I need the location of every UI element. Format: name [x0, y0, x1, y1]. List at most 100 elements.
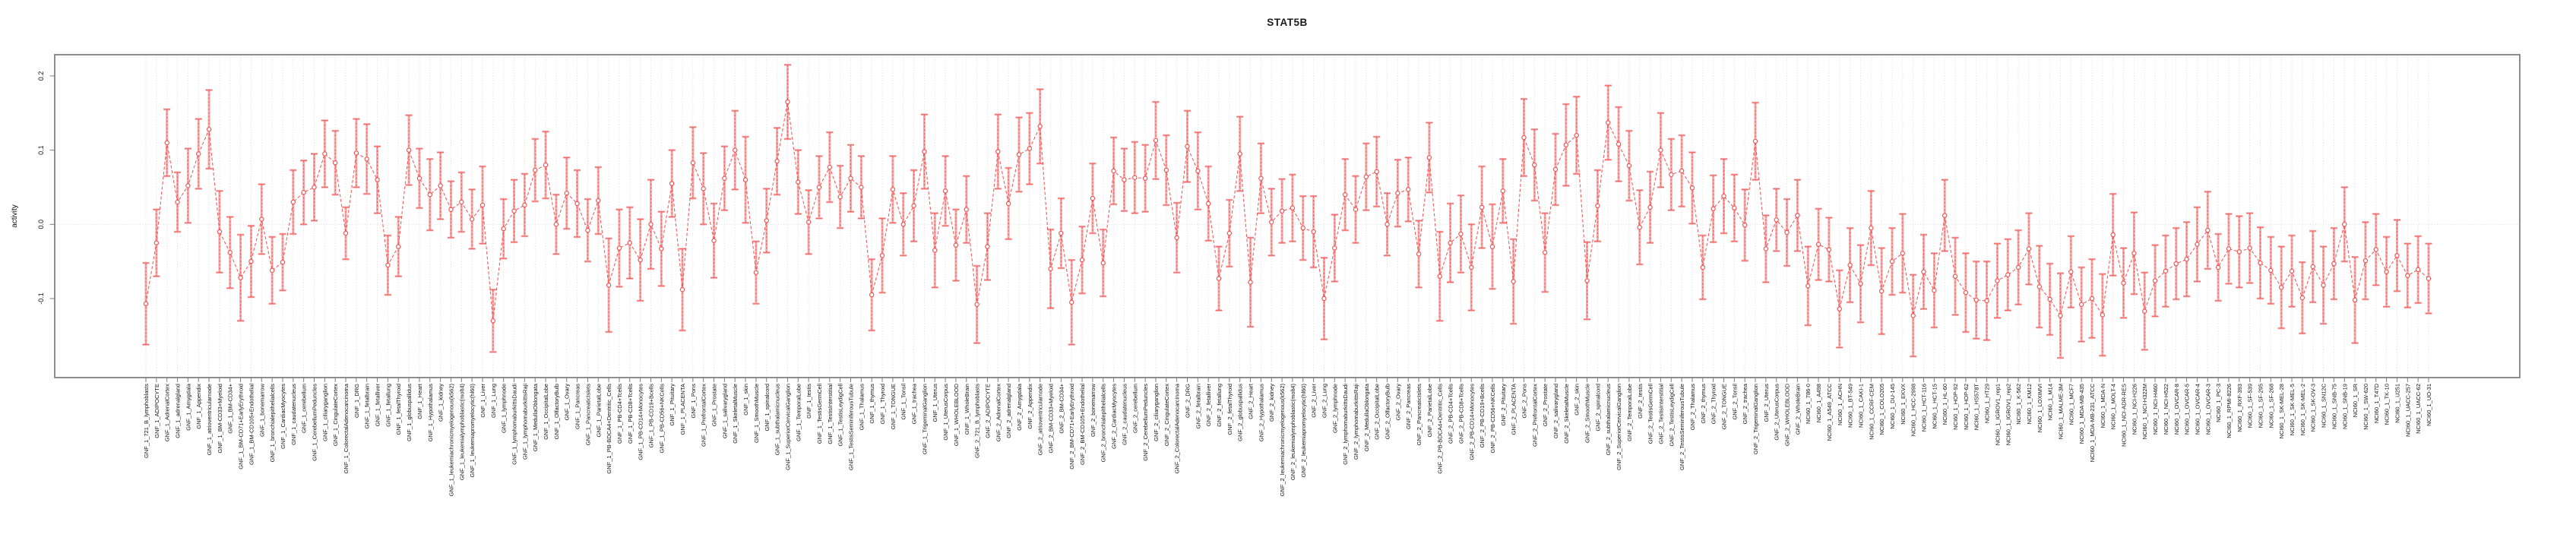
x-category-label: GNF_1_bonemarrow [258, 383, 265, 437]
data-point [196, 151, 201, 157]
data-point [1542, 250, 1548, 255]
data-point [1100, 260, 1106, 266]
x-category-label: GNF_2_Thalamus [1689, 384, 1696, 431]
x-category-label: GNF_1_OlfactoryBulb [553, 384, 560, 439]
data-point [1805, 283, 1811, 289]
x-category-label: GNF_1_Liver [479, 384, 486, 418]
data-point [1626, 163, 1632, 169]
data-point [879, 253, 885, 258]
data-point [1552, 166, 1559, 172]
data-point [974, 302, 979, 307]
data-point [2352, 297, 2358, 303]
x-category-label: GNF_1_BM-CD105+Endothelial [248, 384, 255, 465]
x-category-label: GNF_1_DRG [353, 384, 360, 418]
x-category-label: GNF_2_atrioventricularnode [1037, 384, 1044, 455]
x-category-label: GNF_2_skin [1574, 384, 1581, 416]
x-category-label: GNF_2_CingulateCortex [1163, 384, 1170, 446]
x-category-label: GNF_2_721_B_lymphoblasts [974, 384, 981, 458]
x-category-label: GNF_1_testis [805, 384, 812, 419]
data-point [2215, 264, 2221, 270]
data-point [143, 301, 149, 307]
data-point [1363, 174, 1369, 179]
data-point [2321, 283, 2326, 288]
data-point [1405, 187, 1411, 192]
x-category-label: NCI60_1_SK-OV-3 [2310, 384, 2317, 432]
data-point [343, 230, 349, 236]
x-category-label: GNF_1_globuspallidus [406, 384, 413, 441]
data-point [1079, 257, 1085, 263]
data-point [1921, 269, 1926, 275]
data-point [711, 238, 717, 243]
x-category-label: GNF_1_OccipitalLobe [543, 384, 549, 440]
data-point [1195, 168, 1201, 174]
data-point [1669, 172, 1674, 178]
x-category-label: NCI60_1_CAKI-1 [1857, 384, 1864, 428]
x-category-label: GNF_2_lymphnode [1331, 384, 1338, 433]
data-point [2289, 268, 2295, 274]
data-point [1458, 231, 1464, 237]
data-point [596, 198, 601, 204]
data-point [1479, 204, 1485, 210]
x-category-label: GNF_2_TONGUE [1720, 384, 1727, 429]
data-point [659, 246, 664, 251]
data-point [533, 167, 538, 173]
y-tick-label: -0.1 [37, 292, 45, 305]
data-point [1311, 229, 1316, 235]
data-point [1721, 193, 1726, 199]
data-point [375, 177, 380, 182]
data-point [648, 222, 653, 227]
series-line [145, 102, 2429, 321]
x-category-label: GNF_1_adrenalgland [175, 384, 182, 438]
x-category-label: NCI60_1_KM12 [2026, 384, 2033, 424]
x-category-label: GNF_1_fetallung [385, 384, 391, 427]
data-point [2299, 295, 2305, 301]
x-category-label: GNF_1_UterusCorpus [942, 384, 949, 441]
data-point [774, 159, 780, 164]
x-category-label: GNF_2_fetalThyroid [1226, 384, 1233, 435]
x-category-label: GNF_1_fetalliver [375, 384, 381, 427]
data-point [1795, 213, 1800, 218]
data-point [1910, 313, 1916, 318]
data-point [1269, 220, 1274, 225]
axis-ticks [49, 75, 2429, 382]
y-axis-label: activity [11, 204, 19, 228]
x-category-label: GNF_2_PB-CD19+Bcells [1479, 384, 1486, 448]
x-category-label: GNF_1_TestisInterstitial [827, 384, 834, 444]
data-point [2310, 264, 2315, 270]
data-point [553, 222, 559, 227]
data-point [1637, 225, 1642, 230]
data-point [796, 179, 801, 185]
x-category-label: NCI60_1_UO-31 [2426, 384, 2432, 426]
x-category-label: GNF_2_PrefrontalCortex [1531, 384, 1538, 447]
data-point [1448, 240, 1453, 245]
x-category-label: NCI60_1_OVCAR-4 [2194, 384, 2201, 435]
x-category-label: GNF_2_Hypothalamus [1258, 384, 1264, 442]
data-point [543, 162, 549, 168]
data-point [1658, 147, 1663, 153]
x-category-label: NCI60_1_EKVX [1900, 384, 1907, 425]
x-category-label: GNF_1_Pituitary [669, 384, 676, 426]
x-category-label: NCI60_1_SK-MEL-28 [2278, 384, 2285, 439]
x-category-label: NCI60_1_UACC-257 [2404, 384, 2411, 437]
x-category-label: NCI60_1_TK-10 [2384, 384, 2391, 425]
x-category-label: GNF_1_AdrenalCortex [164, 384, 171, 442]
data-point [2247, 245, 2252, 251]
data-point [1163, 167, 1169, 173]
x-category-label: GNF_2_ADIPOCYTE [984, 384, 991, 438]
data-point [1784, 229, 1790, 236]
data-point [1353, 207, 1359, 212]
x-category-label: NCI60_1_UACC-62 [2415, 384, 2422, 434]
y-tick-label: 0.2 [37, 71, 45, 81]
data-point [995, 149, 1001, 154]
x-category-label: GNF_2_TestisSeminiferousTubule [1679, 384, 1685, 470]
x-category-label: NCI60_1_MDA-MB-435 [2078, 384, 2085, 444]
x-category-label: GNF_1_CardiacMyocytes [280, 384, 286, 449]
data-point [1258, 175, 1264, 181]
x-category-label: GNF_1_atrioventricularnode [206, 384, 213, 455]
data-point [175, 199, 180, 205]
data-point [2068, 269, 2074, 275]
data-point [2331, 261, 2337, 267]
data-point [785, 99, 790, 105]
x-category-label: GNF_2_leukemialymphoblastic(molt4) [1290, 384, 1296, 481]
x-category-label: NCI60_1_OVCAR-3 [2204, 384, 2211, 435]
